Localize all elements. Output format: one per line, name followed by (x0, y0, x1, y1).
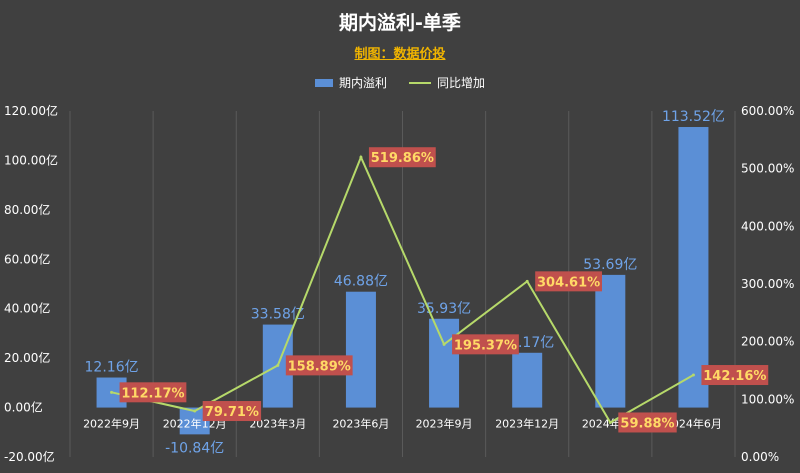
y-right-tick-label: 400.00% (741, 219, 794, 233)
y-right-tick-label: 300.00% (741, 277, 794, 291)
line-data-label-box (202, 401, 262, 422)
legend-swatch-bar (314, 78, 333, 87)
line-data-label: 519.86% (371, 151, 434, 166)
line-point (359, 155, 363, 159)
line-data-label-box (368, 147, 436, 168)
bar (678, 127, 709, 408)
legend-item-bar: 期内溢利 (314, 74, 387, 91)
y-right-tick-label: 500.00% (741, 162, 794, 176)
line-point (691, 373, 695, 377)
y-left-tick-label: 60.00亿 (4, 251, 50, 266)
line-data-label-box (618, 412, 677, 433)
chart-legend: 期内溢利 同比增加 (0, 74, 800, 91)
legend-swatch-line (409, 81, 431, 84)
bar-data-label: 33.58亿 (251, 307, 305, 323)
line-point (608, 420, 612, 424)
line-point (110, 390, 114, 394)
bar (429, 318, 460, 408)
legend-item-line: 同比增加 (409, 74, 485, 91)
line-data-label-box (119, 382, 187, 403)
line-data-label: 59.88% (620, 416, 674, 431)
y-left-tick-label: 120.00亿 (4, 103, 58, 118)
line-data-label-box (535, 271, 602, 292)
x-tick-label: 2023年9月 (416, 417, 473, 431)
line-data-label: 79.71% (205, 405, 259, 420)
line-data-label-box (701, 365, 769, 386)
line-point (276, 363, 280, 367)
chart-subtitle: 制图：数据价投 (354, 47, 446, 62)
y-left-tick-label: 40.00亿 (4, 301, 50, 316)
bar (345, 291, 376, 408)
line-point (525, 279, 529, 283)
x-tick-label: 2023年3月 (249, 417, 306, 431)
y-left-tick-label: 20.00亿 (4, 350, 50, 365)
bar-data-label: 46.88亿 (334, 274, 388, 290)
line-data-label-box (452, 334, 519, 355)
legend-label-bar: 期内溢利 (338, 76, 387, 90)
legend-label-line: 同比增加 (437, 76, 486, 90)
line-data-label: 304.61% (537, 275, 600, 290)
line-point (442, 342, 446, 346)
x-tick-label: 2024年6月 (665, 417, 722, 431)
chart-title: 期内溢利-单季 (339, 12, 461, 34)
bar-data-label: 53.69亿 (583, 257, 637, 273)
y-left-tick-label: 100.00亿 (4, 152, 58, 167)
line-data-label: 195.37% (454, 338, 517, 353)
y-right-tick-label: 600.00% (741, 104, 794, 118)
y-left-tick-label: 80.00亿 (4, 202, 50, 217)
bar-data-label: 113.52亿 (662, 109, 725, 125)
line-data-label: 142.16% (703, 369, 766, 384)
y-right-tick-label: 0.00% (741, 450, 779, 464)
y-left-tick-label: 0.00亿 (4, 400, 43, 415)
line-point (193, 409, 197, 413)
x-tick-label: 2022年9月 (83, 417, 140, 431)
bar (512, 352, 543, 408)
bar-data-label: -10.84亿 (165, 440, 224, 456)
line-data-label: 158.89% (288, 359, 351, 374)
x-tick-label: 2023年6月 (332, 417, 389, 431)
bar-data-label: 12.16亿 (85, 360, 139, 376)
line-data-label: 112.17% (121, 386, 184, 401)
x-tick-label: 2023年12月 (495, 417, 559, 431)
y-right-tick-label: 100.00% (741, 392, 794, 406)
bar (595, 274, 626, 408)
y-left-tick-label: -20.00亿 (4, 449, 55, 464)
y-right-tick-label: 200.00% (741, 335, 794, 349)
line-data-label-box (285, 355, 353, 376)
